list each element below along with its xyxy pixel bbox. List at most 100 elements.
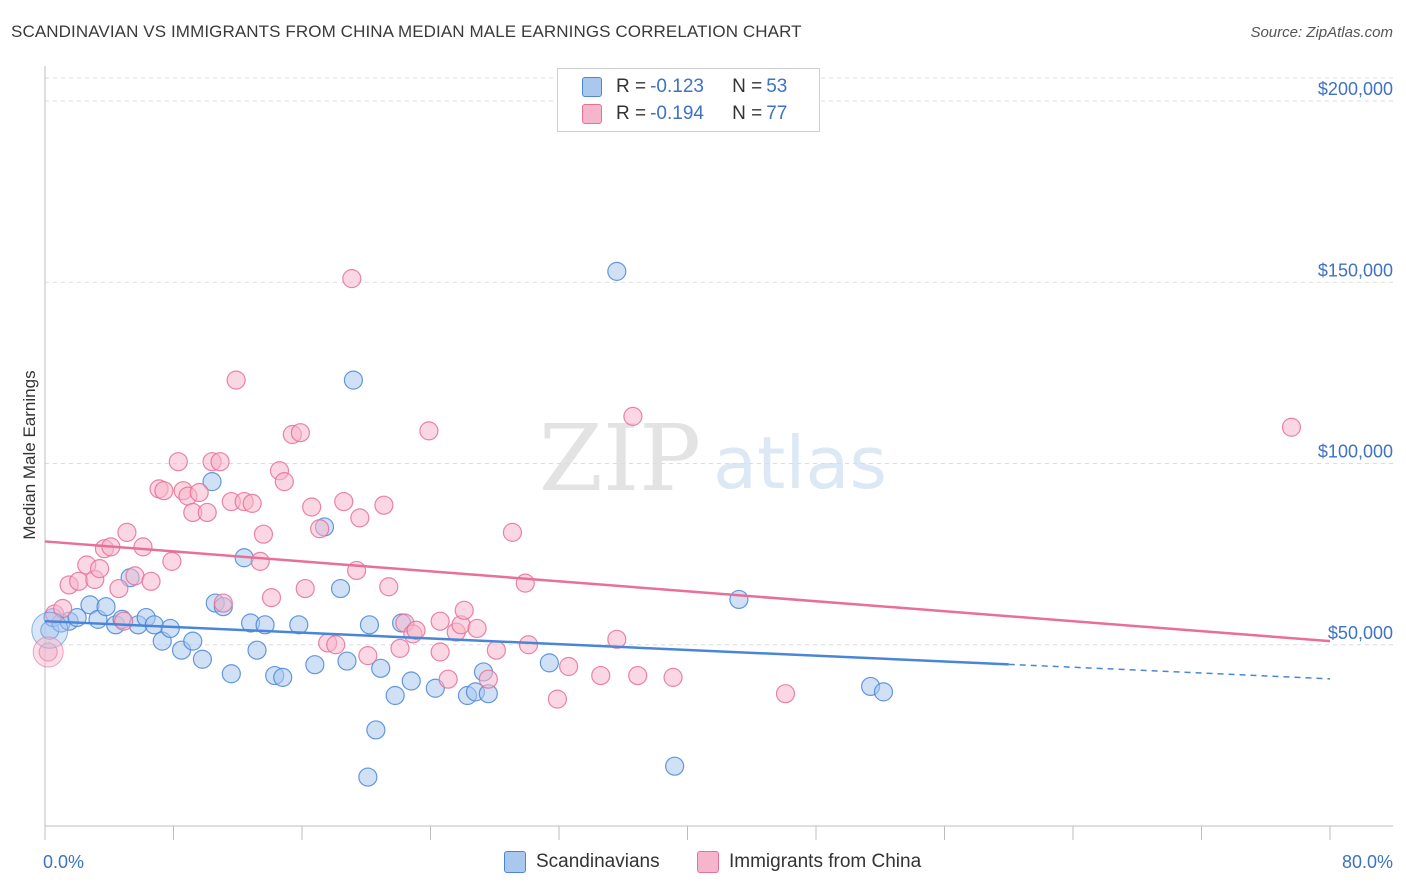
legend-swatch-blue bbox=[504, 851, 526, 873]
scandinavian-point bbox=[729, 589, 749, 610]
stats-legend: R = -0.123 N = 53 R = -0.194 N = 77 bbox=[557, 68, 820, 132]
scandinavian-point bbox=[366, 720, 386, 740]
china-point bbox=[406, 620, 426, 640]
series-legend: Scandinavians Immigrants from China bbox=[0, 851, 1406, 877]
y-tick-label: $50,000 bbox=[1328, 623, 1393, 643]
legend-swatch-pink bbox=[697, 851, 719, 873]
china-point bbox=[302, 497, 322, 517]
source-note: Source: ZipAtlas.com bbox=[1250, 24, 1393, 41]
scandinavian-trend-extension bbox=[1008, 663, 1331, 680]
china-point bbox=[374, 495, 394, 515]
legend-row-china: R = -0.194 N = 77 bbox=[582, 101, 787, 127]
scandinavian-point bbox=[337, 651, 357, 671]
y-tick-label: $100,000 bbox=[1318, 442, 1393, 462]
scandinavian-point bbox=[273, 667, 293, 687]
china-point bbox=[559, 656, 579, 677]
china-point bbox=[467, 618, 487, 639]
china-point bbox=[607, 629, 627, 649]
scandinavian-point bbox=[359, 615, 380, 635]
china-point bbox=[114, 611, 134, 631]
scandinavian-point bbox=[289, 615, 309, 635]
scandinavian-point bbox=[539, 653, 559, 673]
china-point bbox=[141, 571, 161, 591]
legend-r-value: -0.123 bbox=[650, 76, 704, 97]
legend-label-scandinavians: Scandinavians bbox=[536, 851, 660, 872]
legend-swatch-blue bbox=[582, 77, 602, 97]
china-point bbox=[775, 684, 796, 704]
scandinavian-point bbox=[247, 640, 267, 660]
legend-r-value: -0.194 bbox=[650, 103, 704, 124]
china-point bbox=[390, 638, 410, 658]
y-tick-labels: $50,000 $100,000 $150,000 $200,000 bbox=[1318, 79, 1393, 643]
china-point bbox=[628, 665, 648, 686]
china-point bbox=[117, 522, 137, 542]
china-point bbox=[454, 600, 474, 620]
china-point bbox=[154, 481, 174, 501]
china-point bbox=[189, 482, 209, 503]
scandinavian-point bbox=[358, 767, 378, 787]
x-axis-max-label: 80.0% bbox=[1341, 852, 1393, 872]
china-point bbox=[168, 452, 188, 472]
trend-lines bbox=[44, 540, 1331, 680]
china-point bbox=[90, 559, 110, 579]
china-point bbox=[547, 689, 567, 709]
china-point bbox=[350, 508, 370, 528]
china-point bbox=[518, 635, 539, 655]
legend-n-value: 53 bbox=[766, 76, 788, 97]
china-point bbox=[430, 642, 450, 662]
china-point bbox=[326, 635, 346, 655]
china-point bbox=[133, 537, 153, 557]
china-point bbox=[358, 646, 378, 666]
china-point bbox=[274, 472, 294, 492]
legend-row-scandinavians: R = -0.123 N = 53 bbox=[582, 74, 787, 100]
china-point bbox=[162, 551, 182, 571]
china-point bbox=[109, 578, 129, 599]
china-point bbox=[1281, 417, 1302, 437]
data-points bbox=[31, 261, 1302, 787]
china-point bbox=[213, 593, 233, 613]
legend-n-label: N = bbox=[732, 76, 763, 97]
scandinavian-trend-line bbox=[44, 619, 1009, 666]
chart-title: SCANDINAVIAN VS IMMIGRANTS FROM CHINA ME… bbox=[11, 22, 802, 41]
x-axis-min-label: 0.0% bbox=[43, 852, 85, 872]
scandinavian-point bbox=[192, 649, 213, 669]
china-point bbox=[515, 573, 535, 593]
china-point bbox=[419, 421, 439, 441]
scandinavian-point bbox=[401, 671, 421, 691]
scandinavian-point bbox=[607, 261, 627, 281]
scandinavian-point bbox=[343, 370, 363, 390]
china-cluster-point bbox=[32, 636, 64, 668]
scandinavian-point bbox=[665, 756, 685, 776]
china-point bbox=[430, 611, 450, 631]
scandinavian-point bbox=[183, 631, 203, 651]
china-point bbox=[290, 423, 310, 443]
legend-swatch-pink bbox=[582, 104, 602, 124]
china-trend-line bbox=[44, 540, 1331, 643]
china-point bbox=[210, 452, 230, 472]
scandinavian-point bbox=[160, 618, 180, 639]
china-point bbox=[379, 577, 399, 597]
china-point bbox=[591, 665, 611, 686]
china-point bbox=[342, 269, 362, 289]
china-point bbox=[125, 566, 145, 586]
china-point bbox=[334, 491, 354, 512]
china-point bbox=[226, 370, 246, 390]
scandinavian-point bbox=[385, 685, 405, 706]
legend-r-label: R = bbox=[616, 76, 647, 97]
axes bbox=[44, 66, 1393, 840]
china-point bbox=[253, 524, 274, 544]
legend-label-china: Immigrants from China bbox=[729, 851, 922, 872]
china-point bbox=[69, 571, 89, 591]
china-point bbox=[295, 578, 315, 599]
scandinavian-point bbox=[255, 615, 275, 635]
china-point bbox=[502, 522, 523, 542]
legend-item-scandinavians[interactable]: Scandinavians bbox=[504, 851, 660, 873]
china-point bbox=[478, 669, 498, 689]
china-point bbox=[197, 502, 217, 523]
scandinavian-point bbox=[96, 597, 116, 617]
legend-item-china[interactable]: Immigrants from China bbox=[697, 851, 921, 873]
y-tick-label: $200,000 bbox=[1318, 79, 1393, 99]
watermark-zip: ZIP bbox=[539, 405, 701, 512]
china-point bbox=[250, 551, 270, 571]
y-axis-label: Median Male Earnings bbox=[20, 370, 39, 539]
